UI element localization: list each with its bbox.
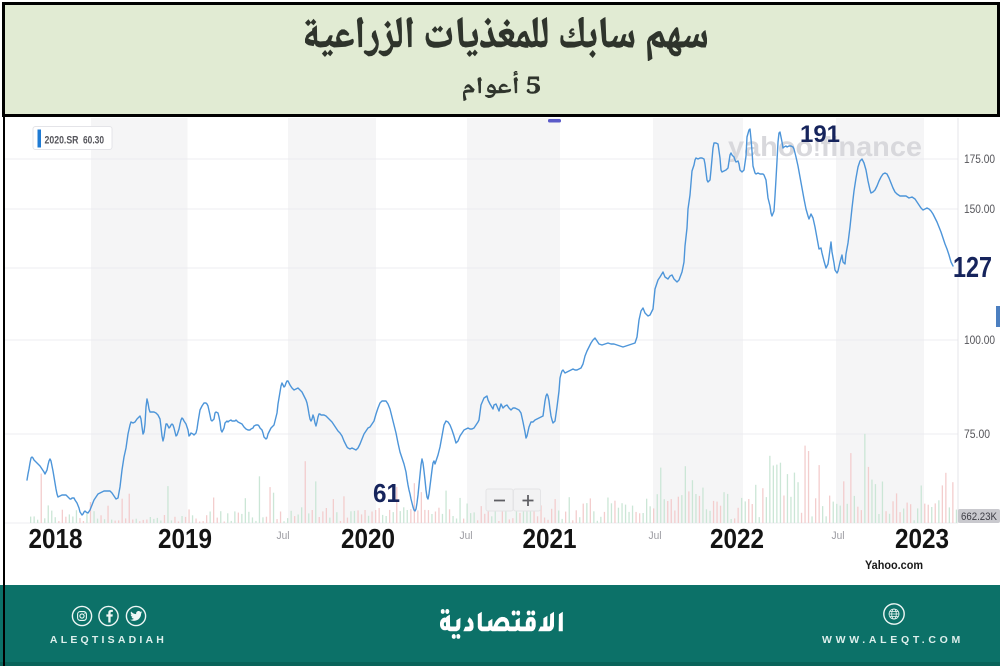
svg-text:150.00: 150.00	[964, 202, 995, 216]
svg-text:61: 61	[373, 478, 400, 508]
svg-text:127: 127	[953, 252, 992, 284]
svg-text:2018: 2018	[29, 523, 83, 554]
svg-text:WWW.ALEQT.COM: WWW.ALEQT.COM	[822, 634, 964, 646]
svg-text:60.30: 60.30	[83, 135, 104, 147]
svg-text:662.23K: 662.23K	[961, 511, 998, 523]
svg-text:Jul: Jul	[649, 530, 662, 542]
svg-text:100.00: 100.00	[964, 333, 995, 347]
svg-text:Jul: Jul	[460, 530, 473, 542]
svg-text:2021: 2021	[523, 523, 577, 554]
svg-text:175.00: 175.00	[964, 152, 995, 166]
svg-text:yahoo!finance: yahoo !finance	[728, 131, 922, 162]
svg-text:2020.SR: 2020.SR	[45, 135, 79, 147]
svg-text:ALEQTISADIAH: ALEQTISADIAH	[50, 634, 167, 646]
svg-text:Jul: Jul	[277, 530, 290, 542]
svg-text:Yahoo.com: Yahoo.com	[865, 558, 923, 572]
svg-text:191: 191	[800, 121, 840, 148]
svg-text:2019: 2019	[158, 523, 212, 554]
svg-text:2020: 2020	[341, 523, 395, 554]
svg-text:Jul: Jul	[832, 530, 845, 542]
svg-text:2022: 2022	[710, 523, 764, 554]
svg-text:75.00: 75.00	[964, 427, 990, 441]
svg-text:2023: 2023	[895, 523, 949, 554]
